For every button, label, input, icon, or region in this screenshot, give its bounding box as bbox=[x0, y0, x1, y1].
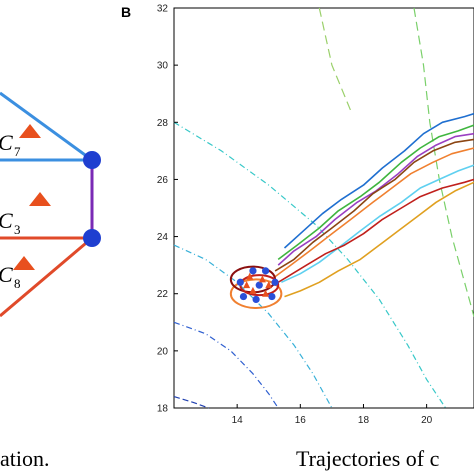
trajectory-series bbox=[268, 112, 474, 298]
start-region bbox=[229, 265, 283, 310]
x-tick-label-1: 16 bbox=[295, 415, 307, 426]
y-tick-label-5: 28 bbox=[157, 118, 169, 129]
bottom-diagonal-edge bbox=[0, 236, 93, 318]
start-marker-1 bbox=[258, 275, 266, 283]
marker-triangle-c8 bbox=[13, 256, 35, 270]
trajectory-line-0 bbox=[283, 112, 474, 249]
marker-triangle-c3 bbox=[29, 192, 51, 206]
top-diagonal-edge bbox=[0, 91, 93, 162]
y-tick-label-1: 20 bbox=[157, 346, 169, 357]
y-tick-label-0: 18 bbox=[157, 404, 169, 415]
plot-frame bbox=[173, 7, 474, 409]
start-node-4 bbox=[268, 292, 276, 301]
label-c7-sub: 7 bbox=[14, 144, 21, 159]
y-tick-label-4: 26 bbox=[157, 175, 169, 186]
x-tick-label-0: 14 bbox=[232, 415, 244, 426]
trajectory-chart: 14 16 18 20 18 20 22 24 26 28 30 32 bbox=[157, 4, 474, 426]
graph-diagram: C 7 C 3 C 8 bbox=[0, 91, 101, 318]
start-marker-0 bbox=[246, 272, 254, 280]
start-node-7 bbox=[255, 281, 263, 289]
y-tick-label-6: 30 bbox=[157, 61, 169, 72]
start-marker-4 bbox=[243, 281, 251, 289]
node-upper bbox=[83, 151, 101, 169]
trajectory-line-1 bbox=[277, 124, 474, 261]
y-axis-ticks: 18 20 22 24 26 28 30 32 bbox=[157, 4, 178, 415]
start-node-6 bbox=[239, 292, 248, 301]
start-node-5 bbox=[252, 295, 260, 304]
start-node-2 bbox=[261, 267, 270, 275]
label-c8-sub: 8 bbox=[14, 276, 21, 291]
trajectory-line-6 bbox=[268, 178, 474, 289]
marker-triangle-c7 bbox=[19, 124, 41, 138]
caption-right: Trajectories of c bbox=[296, 446, 440, 471]
x-tick-label-2: 18 bbox=[358, 415, 370, 426]
start-node-0 bbox=[236, 278, 244, 286]
trajectory-line-4 bbox=[274, 147, 474, 278]
contour-line-2 bbox=[173, 321, 279, 409]
panel-label: B bbox=[121, 4, 131, 20]
start-node-1 bbox=[249, 267, 257, 275]
trajectory-line-3 bbox=[274, 138, 474, 272]
contour-line-5 bbox=[318, 7, 352, 112]
node-lower bbox=[83, 229, 101, 247]
label-c7-letter: C bbox=[0, 130, 13, 155]
contour-line-0 bbox=[173, 121, 447, 409]
trajectory-line-7 bbox=[284, 181, 474, 298]
contour-line-4 bbox=[413, 7, 474, 317]
y-tick-label-3: 24 bbox=[157, 232, 169, 243]
y-tick-label-2: 22 bbox=[157, 289, 169, 300]
label-c3-sub: 3 bbox=[14, 222, 21, 237]
x-tick-label-3: 20 bbox=[421, 415, 433, 426]
start-marker-3 bbox=[262, 289, 270, 297]
start-ellipse-0 bbox=[229, 278, 283, 310]
trajectory-line-5 bbox=[281, 164, 474, 284]
caption-left: ation. bbox=[0, 446, 50, 471]
start-marker-2 bbox=[249, 286, 257, 294]
y-tick-label-7: 32 bbox=[157, 4, 169, 15]
start-node-3 bbox=[271, 278, 279, 286]
contour-line-3 bbox=[173, 396, 209, 409]
x-axis-ticks: 14 16 18 20 bbox=[232, 404, 433, 426]
contour-line-1 bbox=[173, 244, 333, 409]
label-c8-letter: C bbox=[0, 262, 13, 287]
start-marker-5 bbox=[265, 281, 273, 289]
label-c3-letter: C bbox=[0, 208, 13, 233]
